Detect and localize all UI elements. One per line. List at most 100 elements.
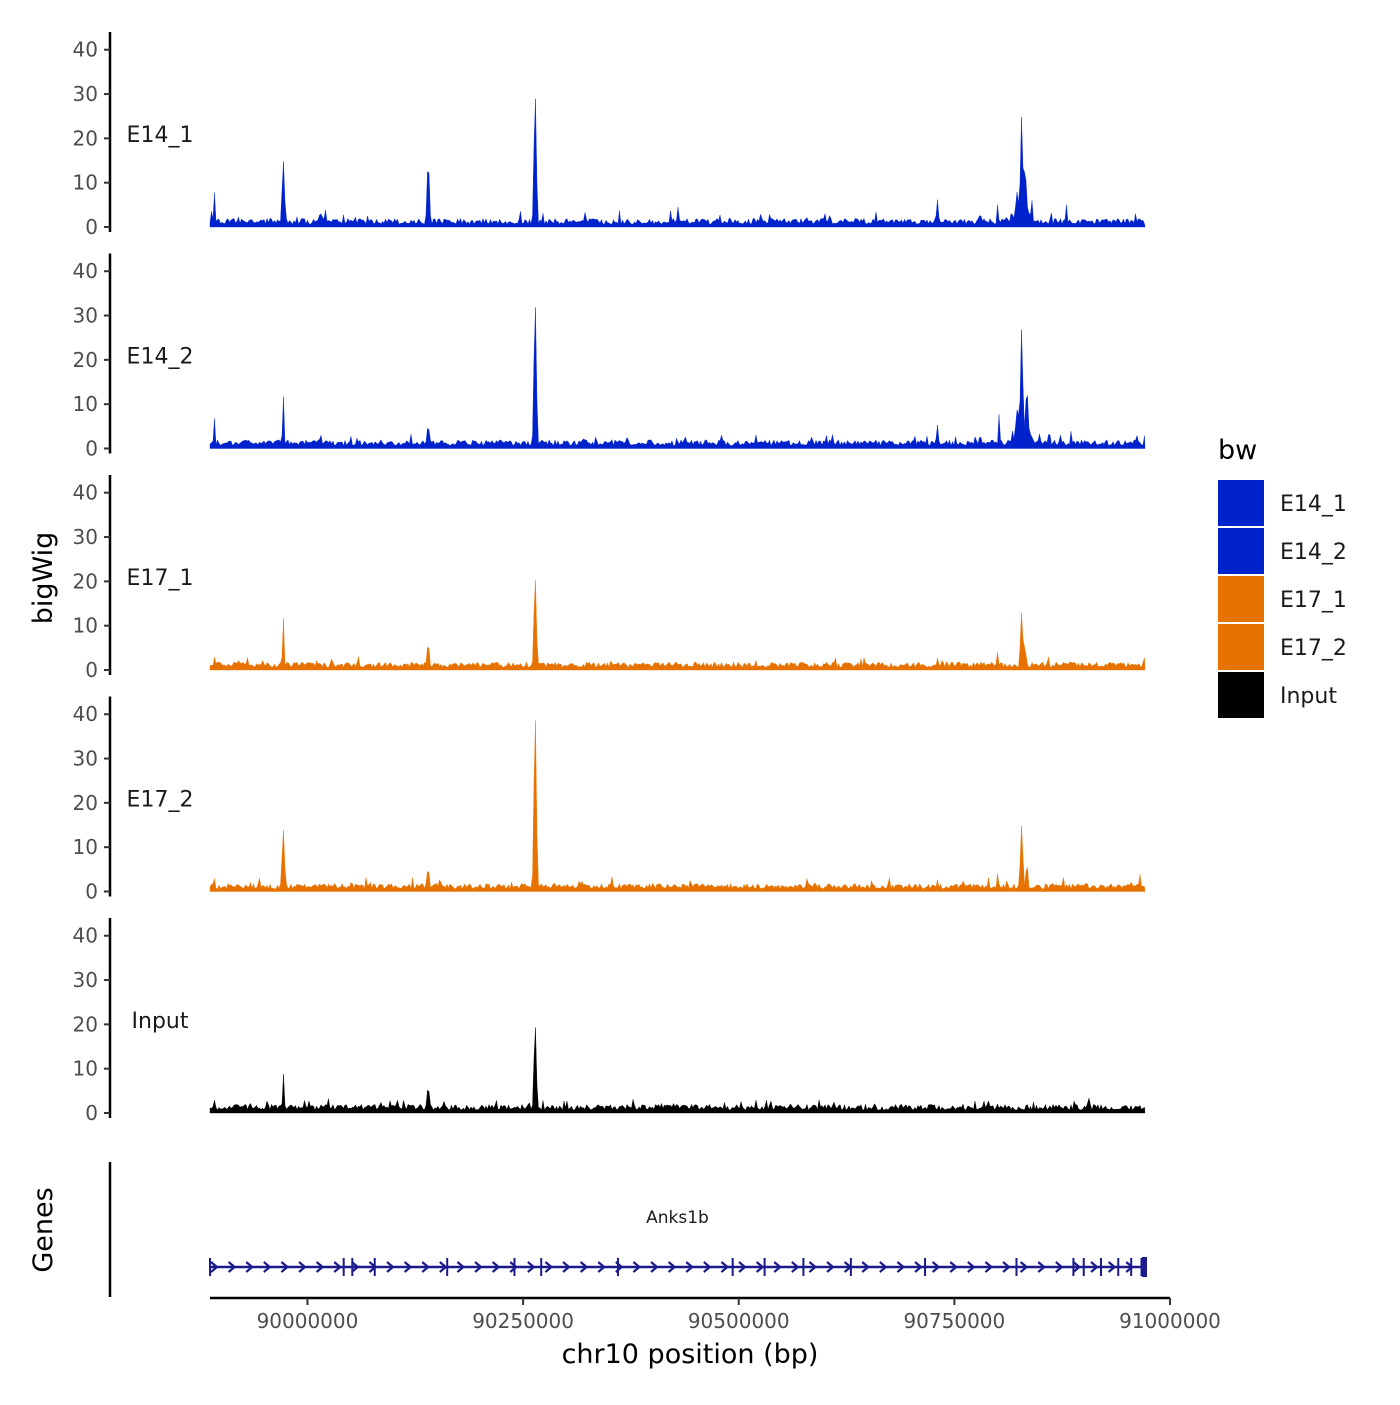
strand-chevron — [263, 1261, 272, 1273]
y-tick-label: 20 — [73, 1012, 98, 1036]
y-tick-label: 0 — [85, 658, 98, 682]
strand-chevron — [439, 1261, 448, 1273]
exon-mark — [1072, 1258, 1075, 1276]
y-tick-label: 40 — [73, 481, 98, 505]
y-tick-label: 0 — [85, 437, 98, 461]
y-tick-label: 20 — [73, 791, 98, 815]
track-panel-e17-2: 0 10 20 30 40 E17_2 — [73, 696, 1146, 904]
strand-chevron — [579, 1261, 589, 1273]
strand-chevron — [491, 1261, 501, 1273]
y-tick-label: 10 — [73, 835, 98, 859]
strand-chevron — [1072, 1261, 1082, 1273]
x-tick-label: 91000000 — [1119, 1309, 1221, 1333]
genes-panel: Genes Anks1b — [28, 1162, 1147, 1297]
strand-chevron — [1107, 1261, 1117, 1273]
coverage-area — [209, 98, 1146, 228]
exon-mark — [1099, 1258, 1102, 1276]
strand-chevron — [808, 1261, 818, 1273]
strand-chevron — [984, 1261, 994, 1273]
y-tick-label: 30 — [73, 747, 98, 771]
track-label: Input — [132, 1009, 189, 1034]
strand-chevron — [456, 1261, 466, 1273]
strand-chevron — [632, 1261, 642, 1273]
exon-mark — [373, 1258, 376, 1276]
y-tick-label: 10 — [73, 614, 98, 638]
legend-label: E14_1 — [1280, 492, 1347, 517]
strand-chevron — [773, 1261, 782, 1273]
strand-chevron — [703, 1261, 712, 1273]
x-tick-label: 90750000 — [903, 1309, 1005, 1333]
strand-chevron — [667, 1261, 677, 1273]
strand-chevron — [896, 1261, 906, 1273]
track-label: E14_2 — [127, 345, 194, 370]
legend-label: E14_2 — [1280, 540, 1347, 565]
exon-mark — [351, 1258, 354, 1276]
strand-chevron — [949, 1261, 958, 1273]
exon-mark — [540, 1258, 543, 1276]
strand-chevron — [351, 1261, 360, 1273]
strand-chevron — [227, 1261, 237, 1273]
strand-chevron — [298, 1261, 307, 1273]
track-panel-input: 0 10 20 30 40 Input — [73, 918, 1146, 1125]
genes-axis-title: Genes — [28, 1187, 59, 1272]
exon-mark — [731, 1258, 734, 1276]
strand-chevron — [685, 1261, 694, 1273]
strand-chevron — [791, 1261, 800, 1273]
strand-chevron — [1037, 1261, 1046, 1273]
y-tick-label: 20 — [73, 126, 98, 150]
exon-mark — [1117, 1258, 1120, 1276]
strand-chevron — [720, 1261, 730, 1273]
strand-chevron — [315, 1261, 325, 1273]
y-tick-label: 40 — [73, 259, 98, 283]
strand-chevron — [650, 1261, 659, 1273]
strand-chevron — [931, 1261, 941, 1273]
exon-mark — [1140, 1258, 1143, 1276]
strand-chevron — [1019, 1261, 1029, 1273]
exon-mark — [1141, 1257, 1147, 1277]
coverage-area — [209, 580, 1146, 671]
strand-chevron — [474, 1261, 483, 1273]
gene-label: Anks1b — [646, 1208, 709, 1228]
strand-chevron — [280, 1261, 290, 1273]
legend-swatch — [1218, 576, 1264, 622]
legend-title: bw — [1218, 435, 1257, 466]
x-tick-label: 90500000 — [688, 1309, 790, 1333]
strand-chevron — [1055, 1261, 1064, 1273]
strand-chevron — [386, 1261, 395, 1273]
y-tick-label: 30 — [73, 82, 98, 106]
coverage-area — [209, 1027, 1146, 1114]
legend-swatch — [1218, 480, 1264, 526]
track-panel-e14-2: 0 10 20 30 40 E14_2 — [73, 253, 1146, 461]
exon-mark — [209, 1258, 211, 1276]
strand-chevron — [527, 1261, 536, 1273]
y-tick-label: 40 — [73, 702, 98, 726]
legend-swatch — [1218, 624, 1264, 670]
strand-chevron — [1090, 1261, 1099, 1273]
strand-chevron — [755, 1261, 765, 1273]
track-panel-e17-1: 0 10 20 30 40 E17_1 — [73, 475, 1146, 682]
exon-mark — [1082, 1258, 1085, 1276]
exon-mark — [802, 1258, 805, 1276]
exon-mark — [446, 1258, 449, 1276]
x-tick-label: 90000000 — [257, 1309, 359, 1333]
strand-chevron — [333, 1261, 342, 1273]
exon-mark — [849, 1258, 852, 1276]
strand-chevron — [826, 1261, 835, 1273]
y-tick-label: 0 — [85, 215, 98, 239]
strand-chevron — [1125, 1261, 1134, 1273]
strand-chevron — [861, 1261, 870, 1273]
legend-label: E17_1 — [1280, 588, 1347, 613]
legend-swatch — [1218, 528, 1264, 574]
y-tick-label: 40 — [73, 924, 98, 948]
legend-label: Input — [1280, 684, 1337, 709]
y-tick-label: 10 — [73, 1057, 98, 1081]
strand-chevron — [914, 1261, 923, 1273]
exon-mark — [924, 1258, 927, 1276]
track-panel-e14-1: 0 10 20 30 40 E14_1 — [73, 32, 1146, 239]
strand-chevron — [738, 1261, 747, 1273]
legend-label: E17_2 — [1280, 636, 1347, 661]
strand-chevron — [544, 1261, 554, 1273]
exon-mark — [1015, 1258, 1018, 1276]
y-tick-label: 30 — [73, 304, 98, 328]
coverage-area — [209, 720, 1146, 892]
